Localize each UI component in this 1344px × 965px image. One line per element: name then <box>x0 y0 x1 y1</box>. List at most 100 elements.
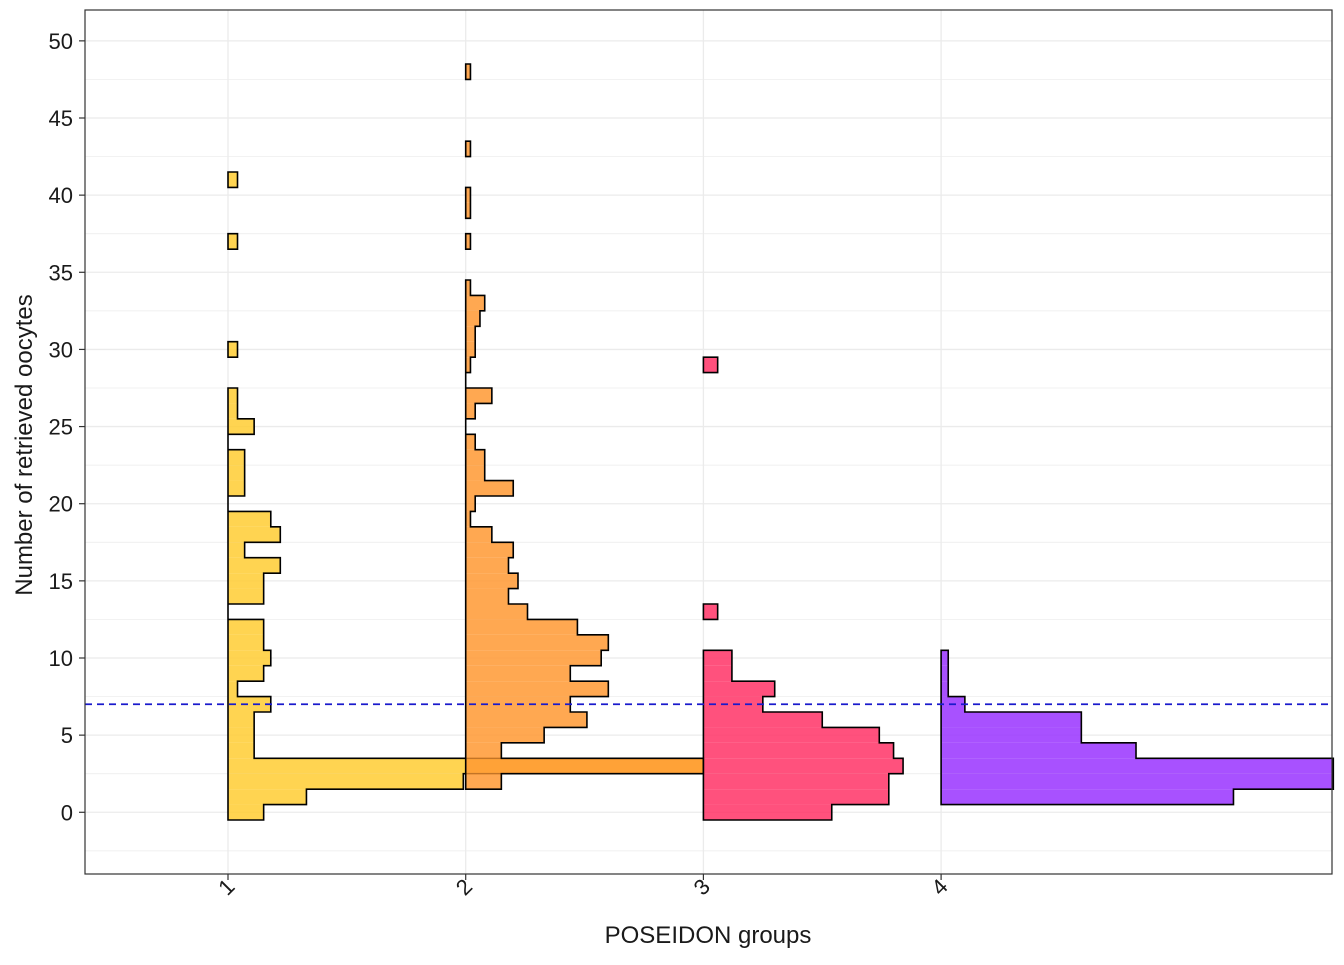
series-group-4 <box>940 649 1335 806</box>
hist-bar <box>228 418 255 435</box>
hist-bar <box>228 742 255 759</box>
hist-bar <box>465 403 476 419</box>
y-tick-label: 40 <box>49 183 73 208</box>
series-group-3 <box>702 356 904 821</box>
hist-bar <box>465 388 492 404</box>
hist-bar <box>465 604 528 620</box>
hist-bar <box>465 511 471 527</box>
hist-bar <box>465 141 471 157</box>
hist-bar <box>941 727 1082 743</box>
hist-bar <box>228 696 271 712</box>
hist-outline <box>464 186 472 220</box>
hist-outline <box>464 140 472 158</box>
hist-bar <box>703 712 823 728</box>
hist-bar <box>465 526 492 543</box>
hist-bar <box>465 573 518 589</box>
hist-bar <box>228 449 245 466</box>
hist-bar <box>465 773 502 790</box>
hist-bar <box>228 465 245 481</box>
hist-bar <box>465 280 471 296</box>
hist-outline <box>702 356 719 374</box>
hist-bar <box>465 588 509 604</box>
hist-bar <box>941 712 1082 728</box>
hist-bar <box>465 742 502 759</box>
hist-bar <box>465 727 545 743</box>
hist-bar <box>703 758 904 774</box>
hist-bar <box>228 773 464 790</box>
y-axis-title: Number of retrieved oocytes <box>11 294 38 595</box>
hist-bar <box>228 650 271 666</box>
hist-bar <box>465 634 609 651</box>
hist-outline <box>702 603 719 621</box>
hist-bar <box>703 665 732 682</box>
hist-bar <box>228 588 264 604</box>
hist-bar <box>228 480 245 496</box>
hist-bar <box>703 357 718 373</box>
y-tick-label: 30 <box>49 337 73 362</box>
hist-bar <box>228 388 238 404</box>
hist-bar <box>465 557 509 574</box>
hist-bar <box>465 449 485 466</box>
hist-bar <box>465 357 471 373</box>
hist-bar <box>228 403 238 419</box>
hist-bar <box>465 310 480 327</box>
hist-outline <box>227 171 239 189</box>
hist-bar <box>228 573 264 589</box>
hist-bar <box>703 742 894 759</box>
hist-bar <box>703 773 889 790</box>
hist-bar <box>465 465 485 481</box>
hist-bar <box>941 665 949 682</box>
hist-bar <box>703 681 775 697</box>
hist-bar <box>703 789 889 805</box>
hist-bar <box>465 496 476 512</box>
hist-bar <box>941 681 949 697</box>
hist-bar <box>465 295 485 311</box>
hist-bar <box>465 619 578 635</box>
hist-bar <box>228 542 245 558</box>
hist-outline <box>464 63 472 81</box>
hist-outline <box>464 279 705 790</box>
hist-bar <box>228 511 271 527</box>
panel-border <box>84 9 1333 875</box>
y-tick-label: 45 <box>49 106 73 131</box>
hist-bar <box>228 619 264 635</box>
hist-bar <box>465 202 471 219</box>
histogram-bars <box>227 63 1335 821</box>
y-tick-label: 35 <box>49 260 73 285</box>
hist-bar <box>228 341 238 358</box>
y-tick-label: 10 <box>49 646 73 671</box>
hist-bar <box>703 804 832 820</box>
hist-bar <box>228 557 281 574</box>
y-tick-label: 15 <box>49 569 73 594</box>
hist-bar <box>228 634 264 651</box>
hist-outline <box>464 232 472 250</box>
y-tick-label: 0 <box>61 800 73 825</box>
hist-bar <box>465 64 471 80</box>
hist-bar <box>941 758 1334 774</box>
hist-bar <box>465 681 609 697</box>
hist-bar <box>228 712 255 728</box>
y-tick-label: 20 <box>49 492 73 517</box>
hist-bar <box>228 665 264 682</box>
y-tick-label: 5 <box>61 723 73 748</box>
hist-bar <box>941 773 1334 790</box>
hist-bar <box>703 650 732 666</box>
hist-bar <box>228 526 281 543</box>
hist-bar <box>465 712 587 728</box>
hist-bar <box>465 326 476 342</box>
hist-outline <box>227 232 239 250</box>
hist-bar <box>465 187 471 203</box>
hist-bar <box>941 742 1137 759</box>
hist-bar <box>465 341 476 358</box>
hist-bar <box>228 233 238 250</box>
hist-bar <box>228 789 307 805</box>
series-group-2 <box>464 63 705 790</box>
hist-bar <box>941 789 1234 805</box>
hist-bar <box>703 604 718 620</box>
hist-bar <box>228 681 238 697</box>
hist-bar <box>465 434 476 450</box>
x-axis-title: POSEIDON groups <box>605 922 812 949</box>
hist-bar <box>465 758 704 774</box>
